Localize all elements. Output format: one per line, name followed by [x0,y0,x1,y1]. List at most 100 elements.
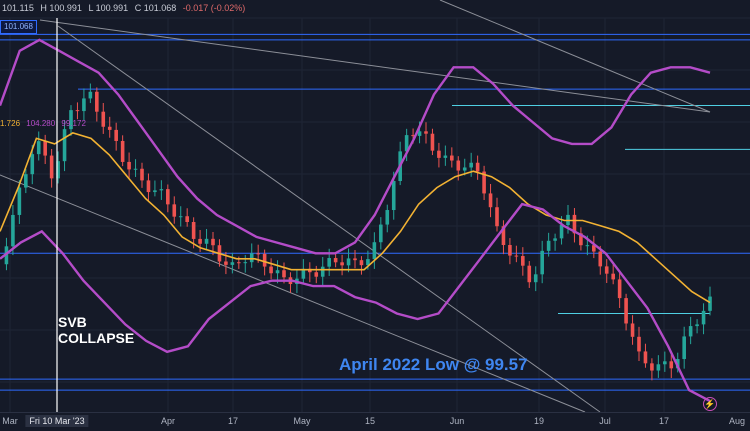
candle-body [495,207,499,227]
candle-body [682,336,686,360]
bollinger-upper-value: 104.280 [26,119,56,128]
candle-body [663,361,667,365]
candle-body [630,323,635,337]
trendlines [0,0,711,413]
candle-body [237,262,241,264]
april-2022-low-annotation: April 2022 Low @ 99.57 [339,355,528,374]
candle-body [669,361,674,369]
alert-icon[interactable]: ⚡ [703,397,717,411]
candle-body [56,161,60,179]
chart-grid [0,17,750,412]
candle-body [424,131,428,134]
date-tick: 19 [533,416,545,426]
candle-body [469,162,473,168]
candle-body [624,298,628,324]
candle-body [107,126,112,130]
date-tick: Jun [449,416,465,426]
candle-body [656,364,661,371]
candle-body [62,129,67,162]
candle-body [153,190,157,193]
ohlc-open: 101.115 [2,3,34,13]
candle-body [462,167,467,171]
candle-body [379,224,383,243]
candle-body [327,258,331,267]
candle-body [521,256,525,266]
candle-body [159,189,164,191]
ohlc-change: -0.017 (-0.02%) [182,3,246,13]
candle-body [269,266,273,274]
trendline [57,25,601,413]
date-tick: May [293,416,311,426]
candle-body [166,189,170,205]
candle-body [230,262,235,265]
candle-body [262,253,267,267]
candle-body [353,258,357,261]
candle-body [637,336,641,352]
bollinger-bands [0,38,711,403]
candle-body [385,210,390,225]
candle-body [43,141,47,156]
date-tick: 17 [658,416,670,426]
date-tick: Mar [2,416,18,426]
candle-body [411,135,415,137]
date-tick: 17 [227,416,239,426]
candle-body [650,363,654,371]
candle-body [366,259,370,266]
candle-body [127,161,131,170]
candle-body [617,279,622,299]
date-tick: Apr [160,416,176,426]
candle-body [598,251,603,267]
candle-body [308,268,312,273]
candle-body [475,162,480,172]
date-axis[interactable]: Mar Fri 10 Mar '23 Apr 17 May 15 Jun 19 … [0,412,750,431]
bollinger-upper-line [0,38,711,255]
candle-body [333,258,338,263]
candle-body [101,111,106,127]
trendline [439,0,711,113]
candle-body [191,222,196,239]
candle-body [314,272,319,277]
candle-body [508,245,512,256]
last-price-tag: 101.068 [0,20,37,34]
date-tick-current: Fri 10 Mar '23 [25,415,89,427]
candle-body [527,265,532,283]
candle-body [688,326,693,337]
candle-body [514,255,519,257]
candle-body [243,262,248,264]
candle-body [185,216,189,223]
ohlc-close: C 101.068 [134,3,177,13]
candle-body [533,274,538,283]
bollinger-basis-value: 1.726 [0,119,21,128]
candle-body [611,273,615,280]
horizontal-levels [0,33,750,391]
candle-body [204,238,209,244]
candle-body [579,233,583,246]
candle-body [456,160,461,171]
ohlc-high: H 100.991 [40,3,82,13]
sma-basis-line [0,132,711,304]
candle-body [82,98,86,112]
candle-body [120,140,125,162]
candle-body [391,181,396,211]
candle-body [482,171,486,194]
candle-body [488,193,493,208]
trendline [39,19,711,113]
candle-body [256,253,260,255]
ohlc-low: L 100.991 [88,3,129,13]
candle-body [11,214,15,247]
trendline [0,174,586,413]
candle-body [585,245,590,247]
candle-body [4,246,9,265]
candle-body [69,110,73,130]
candle-body [249,253,254,263]
candle-body [172,204,177,217]
candle-body [592,245,596,252]
candle-body [701,310,706,325]
candle-body [604,266,609,274]
candle-body [282,270,286,278]
date-tick: Aug [728,416,746,426]
candle-body [346,258,351,266]
date-tick: 15 [364,416,376,426]
candle-body [340,262,344,266]
